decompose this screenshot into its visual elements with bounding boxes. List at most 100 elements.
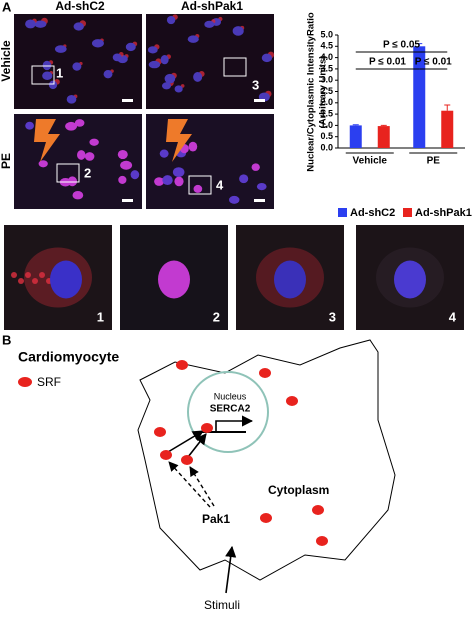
cell-nucleus: [251, 163, 260, 171]
pak1-label: Pak1: [202, 512, 230, 526]
image-number: 4: [449, 309, 457, 324]
cell-nucleus: [42, 60, 52, 71]
srf-dot: [286, 396, 298, 406]
cytoplasm-signal: [11, 272, 17, 278]
stimuli-arrow: [225, 545, 237, 594]
cell-nucleus: [261, 53, 273, 63]
cell-outline: [137, 339, 396, 581]
cytoplasm-signal: [32, 278, 38, 284]
srf-dot: [312, 505, 324, 515]
image-number: 1: [97, 309, 104, 324]
image-number: 3: [329, 309, 336, 324]
error-bar: [416, 43, 423, 47]
scale-bar: [254, 99, 265, 102]
cell-nucleus: [34, 20, 47, 28]
cell-nucleus: [38, 160, 48, 168]
cell-nucleus: [48, 80, 58, 90]
y-tick-label: 4.0: [320, 52, 333, 62]
srf-dot: [260, 513, 272, 523]
y-tick-label: 0.0: [320, 142, 333, 152]
image-number: 3: [252, 77, 259, 92]
significance-label: P ≤ 0.01: [369, 57, 406, 68]
cell-nucleus: [174, 85, 183, 93]
scale-bar: [122, 99, 133, 102]
cell-nucleus: [112, 53, 122, 62]
micrograph: [146, 114, 274, 209]
cell-nucleus: [172, 167, 185, 178]
pak1-arrow: [168, 461, 211, 508]
scale-bar: [122, 199, 133, 202]
cell-nucleus: [54, 45, 67, 53]
y-tick-label: 3.0: [320, 75, 333, 85]
y-axis-title: Nuclear/Cytoplasmic IntensityRatio: [306, 12, 317, 172]
cell-nucleus: [187, 35, 199, 43]
stimulus-bolt: [166, 119, 192, 162]
cell-nucleus: [147, 46, 158, 54]
scale-bar: [254, 199, 265, 202]
zoom-nucleus: [158, 260, 190, 299]
srf-dot: [201, 423, 213, 433]
cell-nucleus: [72, 62, 82, 71]
nucleus-outline: [187, 371, 269, 453]
column-label: Ad-shPak1: [181, 0, 243, 13]
legend-swatch: [338, 208, 347, 217]
bar: [413, 46, 426, 148]
cell-nucleus: [73, 22, 84, 31]
zoom-box: [56, 163, 80, 183]
cytoplasm-label: Cytoplasm: [268, 483, 329, 497]
legend-swatch: [403, 208, 412, 217]
bar: [377, 126, 390, 148]
cell-nucleus: [166, 15, 176, 25]
cell-nucleus: [25, 121, 34, 130]
cell-nucleus: [162, 175, 173, 186]
cell-nucleus: [42, 71, 53, 81]
cell-nucleus: [120, 160, 133, 170]
srf-dot: [154, 427, 166, 437]
cytoplasm-signal: [18, 278, 24, 284]
stimulus-bolt: [34, 119, 60, 162]
cell-nucleus: [164, 73, 176, 84]
zoom-box: [223, 57, 247, 77]
srf-dot: [259, 368, 271, 378]
x-tick-label: Vehicle: [353, 156, 388, 167]
cell-nucleus: [256, 182, 267, 191]
cell-nucleus: [174, 176, 184, 187]
srf-legend-dot: [18, 377, 32, 387]
panel-label: B: [2, 332, 11, 347]
cell-nucleus: [239, 174, 249, 184]
cell-nucleus: [232, 26, 244, 36]
legend-label: Ad-shC2: [350, 207, 395, 219]
x-tick-label: PE: [427, 156, 441, 167]
y-tick-label: 1.5: [320, 108, 333, 118]
image-number: 2: [84, 165, 91, 180]
significance-label: P ≤ 0.05: [383, 40, 420, 51]
cell-nucleus: [84, 152, 95, 161]
image-number: 1: [56, 65, 63, 80]
cell-nucleus: [91, 39, 104, 48]
column-label: Ad-shC2: [55, 0, 105, 13]
cell-nucleus: [188, 141, 198, 152]
row-label: Vehicle: [0, 40, 13, 82]
cell-nucleus: [74, 119, 85, 127]
image-number: 2: [213, 309, 220, 324]
transcription-arrow: [215, 415, 254, 432]
y-tick-label: 2.5: [320, 86, 333, 96]
cell-nucleus: [103, 70, 113, 79]
y-tick-label: 0.5: [320, 131, 333, 141]
panel-label: A: [2, 0, 12, 14]
srf-legend-label: SRF: [37, 375, 61, 389]
zoom-box: [188, 175, 212, 195]
cell-nucleus: [159, 149, 169, 158]
significance-label: P ≤ 0.01: [415, 57, 452, 68]
cytoplasm-signal: [25, 272, 31, 278]
cell-nucleus: [229, 195, 240, 204]
cell-nucleus: [125, 42, 136, 52]
cell-nucleus: [25, 19, 36, 29]
zoom-box: [31, 65, 55, 85]
cell-nucleus: [89, 138, 99, 146]
gene-label: SERCA2: [210, 404, 251, 415]
row-label: PE: [0, 153, 13, 169]
bar: [349, 125, 362, 148]
cell-nucleus: [72, 191, 84, 200]
